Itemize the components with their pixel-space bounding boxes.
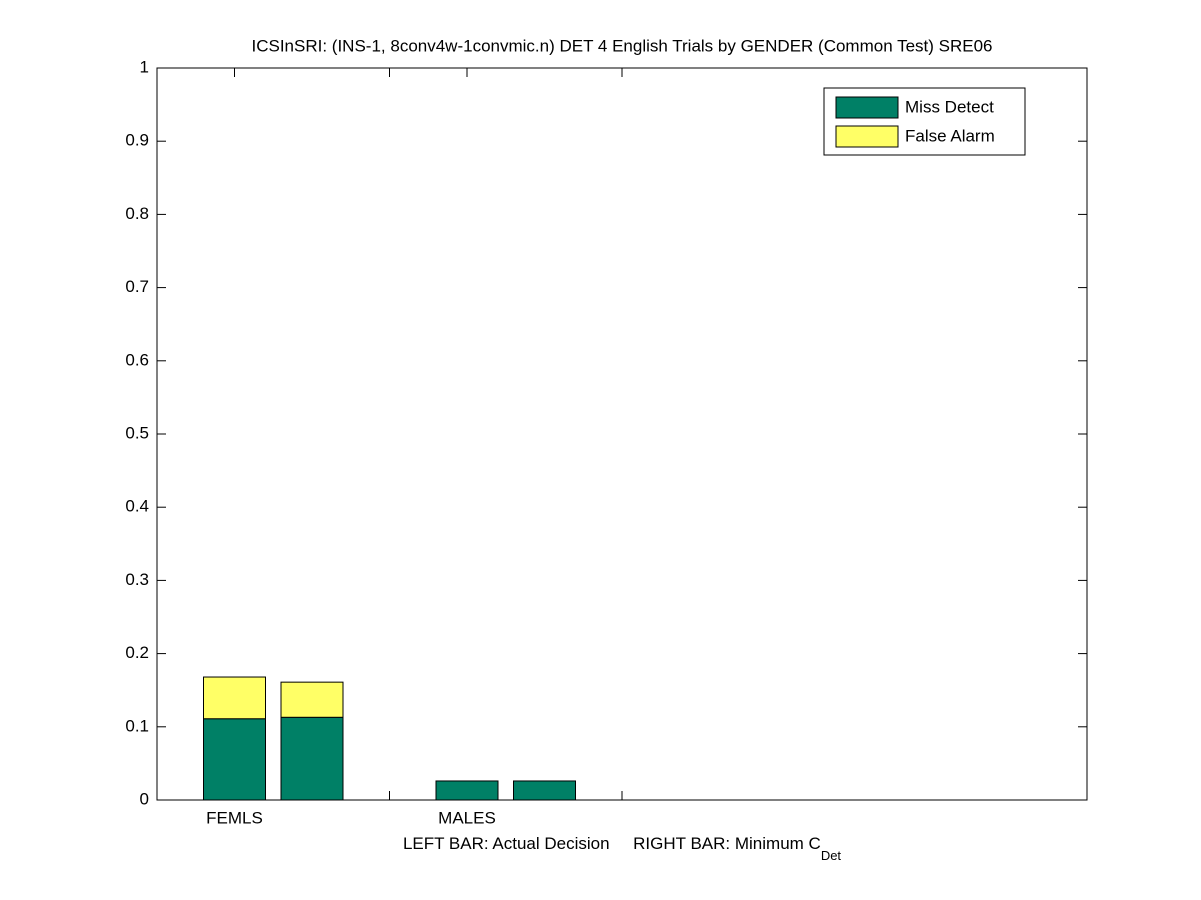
bar-segment <box>513 780 576 801</box>
bar-segment <box>280 716 344 801</box>
x-axis-label: LEFT BAR: Actual Decision RIGHT BAR: Min… <box>403 834 841 863</box>
bar-segment <box>280 681 344 718</box>
bar-segment <box>435 780 499 801</box>
legend-swatch <box>835 125 899 148</box>
y-tick-label: 0.9 <box>125 131 149 150</box>
y-tick-label: 0.7 <box>125 277 149 296</box>
y-tick-label: 0.1 <box>125 716 149 735</box>
bar-segment <box>203 718 266 801</box>
y-tick-label: 0.3 <box>125 570 149 589</box>
y-tick-label: 0.6 <box>125 350 149 369</box>
y-tick-label: 0.8 <box>125 204 149 223</box>
x-axis-label-subscript: Det <box>821 848 842 863</box>
legend-label: Miss Detect <box>905 97 994 116</box>
x-axis-label-main: LEFT BAR: Actual Decision RIGHT BAR: Min… <box>403 834 821 853</box>
y-tick-label: 0 <box>140 789 149 808</box>
y-tick-label: 0.4 <box>125 497 149 516</box>
legend-swatch <box>835 96 899 119</box>
x-tick-label: MALES <box>438 808 496 827</box>
x-tick-label: FEMLS <box>206 808 263 827</box>
y-tick-label: 0.2 <box>125 643 149 662</box>
y-tick-label: 1 <box>140 57 149 76</box>
y-tick-label: 0.5 <box>125 423 149 442</box>
legend-label: False Alarm <box>905 126 995 145</box>
chart-title: ICSInSRI: (INS-1, 8conv4w-1convmic.n) DE… <box>252 36 993 55</box>
bar-segment <box>203 676 266 720</box>
